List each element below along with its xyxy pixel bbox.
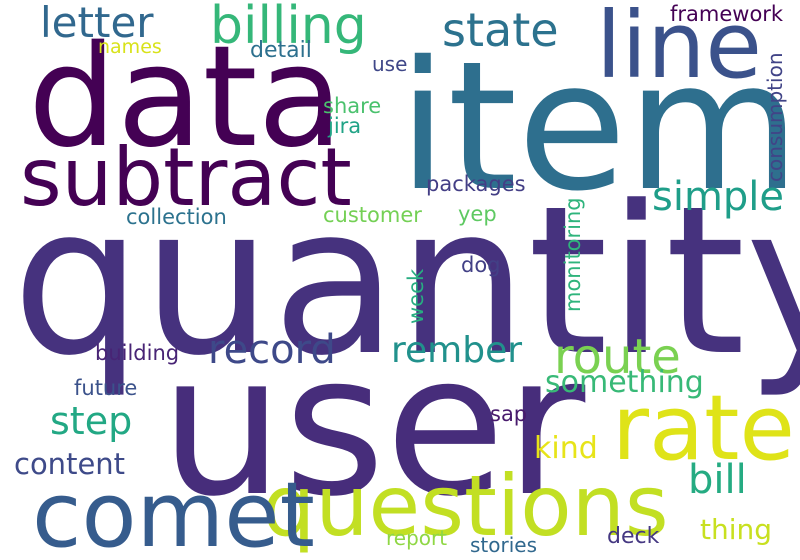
word-stories: stories [470,533,538,557]
word-packages: packages [426,172,526,196]
word-names: names [98,36,162,58]
word-record: record [208,327,336,373]
word-letter: letter [40,0,154,47]
word-week: week [404,268,428,324]
word-subtract: subtract [20,131,352,224]
word-state: state [442,3,559,57]
word-data: data [28,16,344,179]
word-user: user [160,312,586,539]
word-yep: yep [458,202,497,226]
word-share: share [323,94,382,118]
word-customer: customer [323,203,422,227]
word-simple: simple [652,174,785,220]
word-content: content [14,447,126,481]
word-billing: billing [210,0,367,56]
word-route: route [554,329,681,385]
word-use: use [372,52,408,76]
word-dog: dog [461,253,501,277]
word-quantity: quantity [12,163,800,401]
word-thing: thing [700,513,773,546]
word-future: future [74,376,138,400]
word-rember: rember [391,330,523,371]
word-sap: sap [490,402,528,426]
word-report: report [386,526,448,550]
word-deck: deck [607,524,660,549]
word-questions: questions [262,457,669,555]
word-something: something [545,365,704,400]
word-monitoring: monitoring [561,197,585,312]
word-framework: framework [670,2,784,26]
word-detail: detail [250,38,312,63]
word-rate: rate [612,376,795,481]
word-kind: kind [534,431,598,466]
word-comet: comet [32,463,315,560]
word-line: line [596,0,763,99]
word-building: building [95,341,180,365]
word-bill: bill [688,457,747,503]
word-step: step [50,399,133,443]
word-jira: jira [328,114,362,138]
word-consumption: consumption [763,52,787,183]
word-item: item [398,23,800,230]
word-collection: collection [126,205,227,229]
